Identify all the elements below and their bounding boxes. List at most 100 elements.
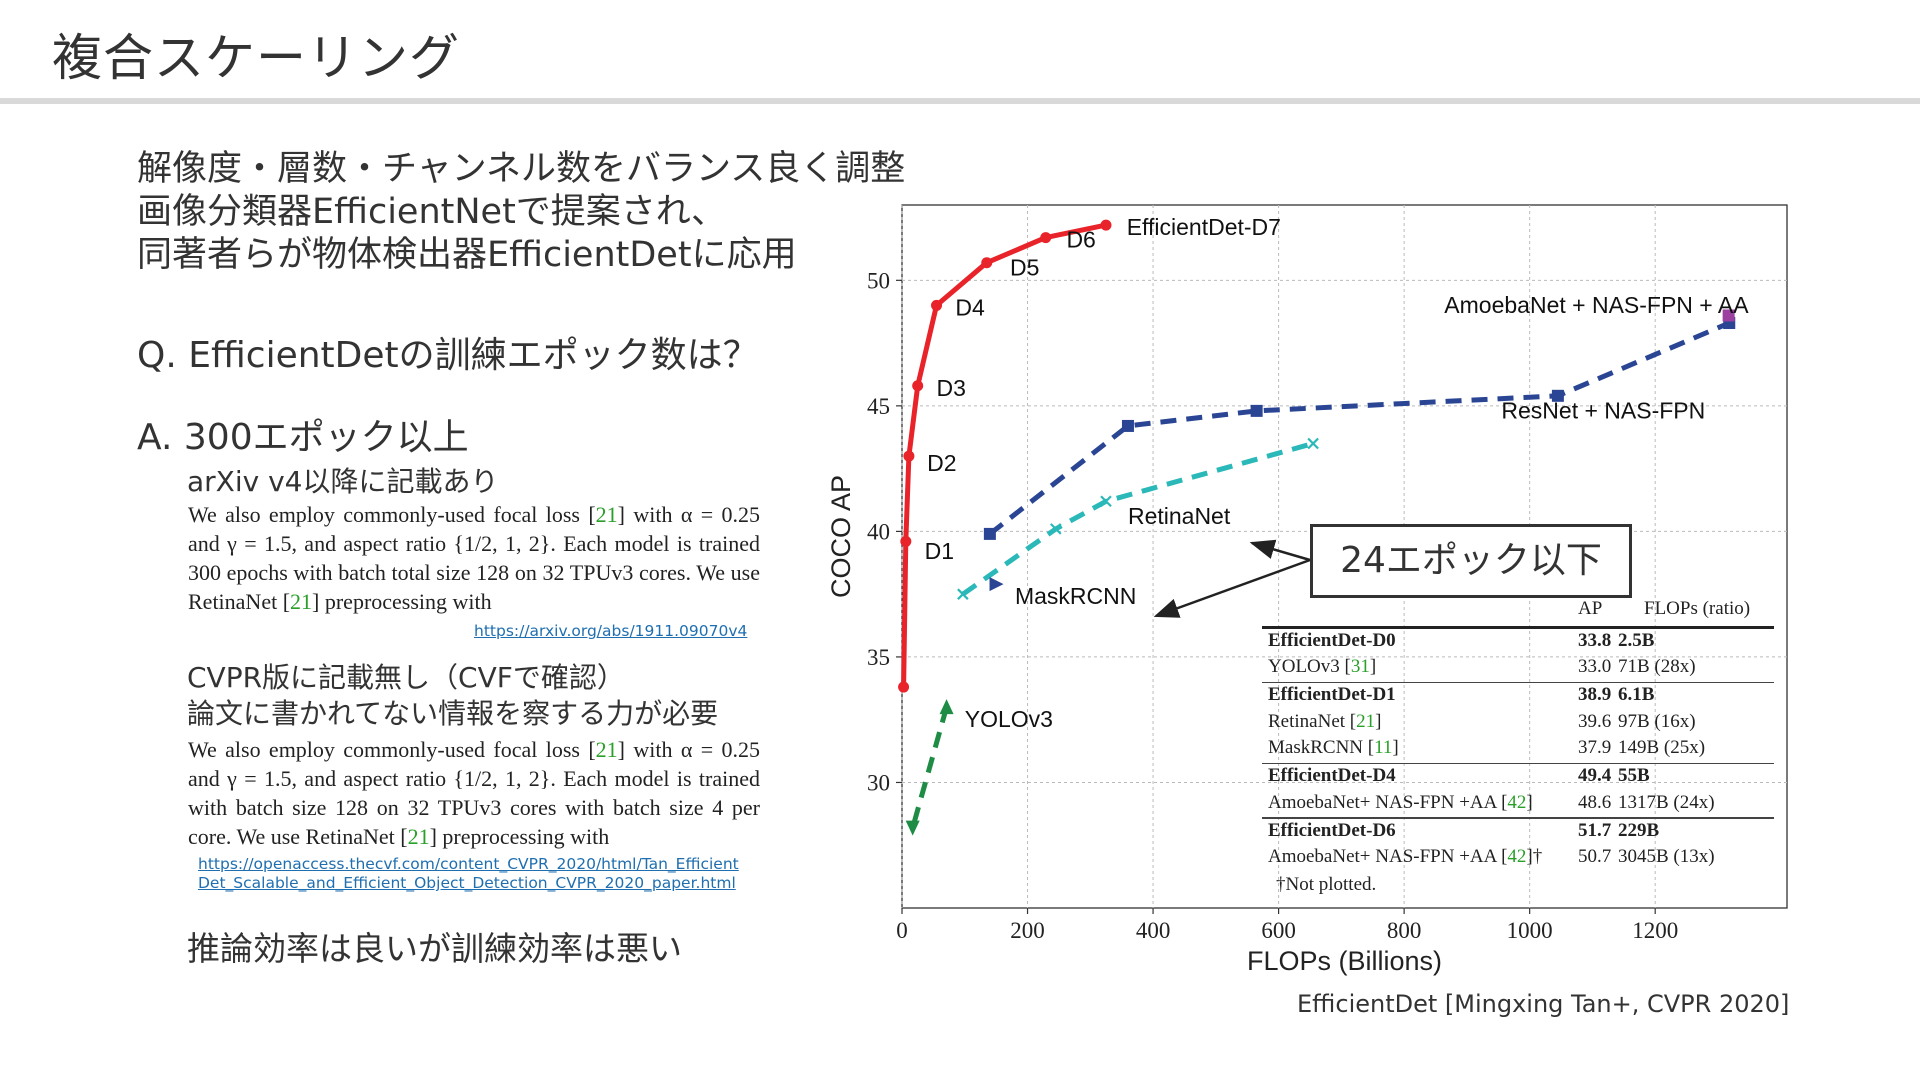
title-divider xyxy=(0,98,1920,104)
cvpr-note: CVPR版に記載無し（CVFで確認） 論文に書かれてない情報を察する力が必要 xyxy=(187,660,718,732)
model-name: AmoebaNet+ NAS-FPN +AA [ xyxy=(1268,791,1508,813)
model-citation: 42 xyxy=(1507,846,1527,867)
model-citation-close: ] xyxy=(1369,656,1377,677)
citation-link[interactable]: 21 xyxy=(290,589,313,614)
table-row: EfficientDet-D4 49.4 55B xyxy=(1262,764,1774,791)
slide-title: 複合スケーリング xyxy=(52,29,460,87)
table-row: YOLOv3 [31] 33.0 71B (28x) xyxy=(1262,655,1774,682)
table-cell-flops: 97B (16x) xyxy=(1618,710,1696,732)
table-row: AmoebaNet+ NAS-FPN +AA [42] 48.6 1317B (24… xyxy=(1262,791,1774,818)
intro-line: 画像分類器EfficientNetで提案され、 xyxy=(137,192,727,232)
table-cell-flops: 3045B (13x) xyxy=(1618,846,1715,867)
table-row: EfficientDet-D1 38.9 6.1B xyxy=(1262,683,1774,710)
cvpr-link-line[interactable]: https://openaccess.thecvf.com/content_CV… xyxy=(198,855,739,873)
x-tick-label: 200 xyxy=(1010,918,1045,943)
table-cell-model: RetinaNet [21] xyxy=(1268,711,1381,733)
table-rule xyxy=(1262,762,1774,764)
table-cell-ap: 51.7 xyxy=(1578,819,1612,841)
data-label: D4 xyxy=(955,294,985,320)
table-cell-flops: 71B (28x) xyxy=(1618,656,1696,677)
citation-link[interactable]: 21 xyxy=(407,824,430,849)
data-point-amoeba xyxy=(1722,309,1735,322)
cvpr-note-line: 論文に書かれてない情報を察する力が必要 xyxy=(187,697,719,730)
x-tick-label: 800 xyxy=(1387,918,1422,943)
table-header-ap: AP xyxy=(1578,598,1603,619)
data-point-resnet xyxy=(989,577,1004,592)
data-point-resnet xyxy=(1250,404,1263,417)
callout-arrow-maskrcnn xyxy=(1153,558,1311,618)
table-header: AP FLOPs (ratio) xyxy=(1262,596,1774,626)
data-point-retinanet xyxy=(957,588,969,600)
model-name: MaskRCNN [ xyxy=(1268,737,1375,758)
table-cell-model: YOLOv3 [31] xyxy=(1268,656,1376,678)
data-label: MaskRCNN xyxy=(1015,583,1136,609)
table-row: EfficientDet-D6 51.7 229B xyxy=(1262,819,1774,846)
intro-text: 解像度・層数・チャンネル数をバランス良く調整 画像分類器EfficientNet… xyxy=(137,148,905,277)
excerpt-text: ] with α = 0.25 and γ = 1.5, and aspect … xyxy=(188,502,761,614)
table-cell-ap: 33.8 xyxy=(1578,629,1612,651)
x-tick-label: 1200 xyxy=(1632,918,1678,943)
citation-link[interactable]: 21 xyxy=(595,502,618,527)
data-label: EfficientDet-D7 xyxy=(1127,214,1281,240)
x-tick-label: 0 xyxy=(896,918,908,943)
data-label: D5 xyxy=(1010,254,1039,280)
cvpr-link-line[interactable]: Det_Scalable_and_Efficient_Object_Detect… xyxy=(198,874,736,892)
data-point-retinanet xyxy=(1100,495,1112,508)
data-point-efficientdet xyxy=(903,450,915,462)
table-cell-model: EfficientDet-D4 xyxy=(1268,765,1396,787)
table-row: MaskRCNN [11] 37.9 149B (25x) xyxy=(1262,736,1774,763)
table-row: AmoebaNet+ NAS-FPN +AA [42]† 50.7 3045B (1… xyxy=(1262,845,1774,872)
y-tick-label: 40 xyxy=(867,519,890,544)
data-point-yolo xyxy=(939,699,954,715)
model-name: AmoebaNet+ NAS-FPN +AA [ xyxy=(1268,846,1508,867)
model-citation-close: ] xyxy=(1375,710,1382,732)
model-name: YOLOv3 [ xyxy=(1268,656,1351,677)
data-label: YOLOv3 xyxy=(965,706,1053,732)
table-cell-flops: 1317B (24x) xyxy=(1618,791,1715,813)
citation-link[interactable]: 21 xyxy=(595,737,618,762)
table-cell-model: EfficientDet-D0 xyxy=(1268,630,1396,652)
data-label: AmoebaNet + NAS-FPN + AA xyxy=(1444,292,1749,318)
intro-line: 解像度・層数・チャンネル数をバランス良く調整 xyxy=(137,149,906,189)
data-label: RetinaNet xyxy=(1128,503,1231,529)
series-line-yolo xyxy=(910,706,950,829)
y-tick-label: 45 xyxy=(867,394,890,419)
arxiv-note: arXiv v4以降に記載あり xyxy=(187,465,499,498)
comparison-table: AP FLOPs (ratio) EfficientDet-D0 33.8 2.5B YO… xyxy=(1262,596,1774,898)
model-name: EfficientDet-D1 xyxy=(1268,684,1396,705)
x-tick-label: 600 xyxy=(1261,918,1296,943)
data-point-resnet xyxy=(1551,389,1564,402)
data-point-efficientdet xyxy=(898,681,910,693)
table-cell-ap: 39.6 xyxy=(1578,710,1612,732)
y-tick-label: 30 xyxy=(867,770,890,795)
excerpt-text: ] with α = 0.25 and γ = 1.5, and aspect … xyxy=(188,737,761,849)
callout-arrow-retinanet xyxy=(1249,539,1311,562)
callout-box: 24エポック以下 xyxy=(1310,524,1632,598)
model-name: EfficientDet-D4 xyxy=(1268,765,1396,786)
table-cell-model: EfficientDet-D6 xyxy=(1268,820,1396,842)
excerpt-text: We also employ commonly-used focal loss … xyxy=(188,737,596,762)
x-tick-label: 400 xyxy=(1136,918,1171,943)
data-point-yolo xyxy=(905,820,920,836)
model-citation: 42 xyxy=(1507,791,1527,813)
excerpt-text: ] preprocessing with xyxy=(429,824,610,849)
excerpt-text: ] preprocessing with xyxy=(312,589,492,614)
data-point-efficientdet xyxy=(1040,232,1052,244)
series-line-resnet xyxy=(988,320,1731,536)
table-cell-ap: 50.7 xyxy=(1578,846,1612,867)
cvpr-link[interactable]: https://openaccess.thecvf.com/content_CV… xyxy=(198,855,739,893)
data-point-retinanet xyxy=(1307,437,1319,450)
y-tick-label: 50 xyxy=(867,268,890,293)
data-point-resnet xyxy=(983,527,996,540)
x-tick-label: 1000 xyxy=(1507,918,1553,943)
series-line-efficientdet xyxy=(901,222,1107,688)
answer-text: A. 300エポック以上 xyxy=(137,417,469,458)
table-cell-ap: 38.9 xyxy=(1578,684,1612,705)
model-name: EfficientDet-D6 xyxy=(1268,819,1396,841)
arxiv-link[interactable]: https://arxiv.org/abs/1911.09070v4 xyxy=(474,622,748,640)
x-axis-label: FLOPs (Billions) xyxy=(1247,946,1442,976)
table-footnote: †Not plotted. xyxy=(1262,872,1774,898)
table-cell-model: MaskRCNN [11] xyxy=(1268,737,1399,759)
model-citation: 11 xyxy=(1374,737,1393,758)
table-cell-flops: 149B (25x) xyxy=(1618,737,1706,758)
